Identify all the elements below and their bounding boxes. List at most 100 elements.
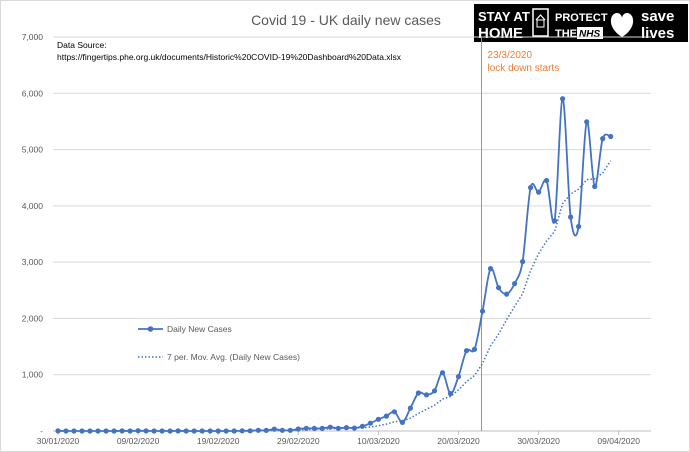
data-point (359, 423, 365, 429)
data-point (423, 392, 430, 398)
data-point (584, 119, 590, 125)
data-point (151, 428, 157, 434)
data-point (263, 427, 269, 433)
data-point (536, 189, 542, 195)
data-point (55, 428, 61, 434)
data-point (303, 425, 309, 431)
data-point (231, 428, 237, 434)
data-point (471, 346, 478, 352)
data-point (287, 427, 293, 433)
data-point (239, 428, 245, 434)
data-point (103, 428, 109, 434)
data-point (167, 428, 173, 434)
banner-save: save (641, 8, 674, 25)
data-point (447, 391, 454, 397)
x-tick-label: 19/02/2020 (197, 436, 240, 446)
data-point (295, 426, 301, 432)
x-tick-label: 30/01/2020 (37, 436, 80, 446)
source-note-label: Data Source: (57, 40, 107, 50)
legend: Daily New Cases 7 per. Mov. Avg. (Daily … (138, 324, 300, 362)
data-point (399, 419, 405, 425)
data-point (351, 425, 357, 431)
data-point (415, 390, 421, 396)
data-point (247, 428, 253, 434)
data-point (255, 427, 261, 433)
data-point (560, 96, 566, 102)
data-point (544, 177, 550, 184)
lockdown-annotation: 23/3/2020 lock down starts (481, 37, 560, 431)
x-tick-label: 10/03/2020 (357, 436, 400, 446)
house-icon (532, 8, 549, 37)
data-point (335, 425, 341, 431)
data-point (143, 428, 149, 434)
y-tick-label: 1,000 (22, 370, 44, 380)
data-point (223, 428, 229, 434)
banner-stay-at: STAY AT (478, 9, 530, 24)
data-point (504, 291, 510, 297)
data-point (431, 388, 438, 394)
data-point (528, 185, 534, 191)
data-point (311, 425, 317, 431)
data-point (600, 136, 606, 142)
nhs-badge (577, 27, 603, 39)
x-tick-label: 09/02/2020 (117, 436, 160, 446)
lockdown-text: lock down starts (488, 63, 560, 74)
data-point (375, 416, 381, 422)
data-point (552, 218, 558, 224)
data-point (135, 428, 141, 434)
data-point (215, 428, 221, 434)
data-point (199, 428, 205, 434)
y-tick-label: 6,000 (22, 88, 44, 98)
data-point (183, 428, 189, 434)
data-point (63, 428, 69, 434)
data-point (463, 348, 470, 354)
data-point (511, 281, 518, 287)
x-tick-label: 30/03/2020 (517, 436, 560, 446)
series-layer (55, 96, 614, 434)
data-point (520, 259, 526, 265)
chart-title: Covid 19 - UK daily new cases (251, 12, 441, 28)
data-point (191, 428, 197, 434)
data-point (327, 424, 333, 430)
data-point (111, 428, 117, 434)
banner-home: HOME (478, 25, 523, 42)
y-tick-label: 7,000 (22, 32, 44, 42)
data-point (407, 405, 413, 411)
y-tick-label: 5,000 (22, 145, 44, 155)
legend-daily-label: Daily New Cases (167, 324, 232, 334)
legend-avg-label: 7 per. Mov. Avg. (Daily New Cases) (167, 352, 300, 362)
data-point (439, 370, 446, 376)
source-note-url: https://fingertips.phe.org.uk/documents/… (57, 52, 402, 62)
data-point (496, 285, 502, 291)
data-point (576, 223, 582, 230)
data-point (487, 266, 494, 272)
data-point (391, 409, 397, 415)
data-point (367, 420, 373, 426)
data-point (127, 428, 133, 434)
y-tick-label: 3,000 (22, 257, 44, 267)
data-point (608, 133, 614, 140)
data-point (271, 426, 277, 432)
x-tick-label: 20/03/2020 (437, 436, 480, 446)
data-point (568, 214, 574, 220)
stay-home-banner: STAY AT HOME PROTECT THE NHS save lives (474, 4, 688, 42)
gridlines (53, 36, 651, 432)
x-tick-label: 09/04/2020 (597, 436, 640, 446)
y-tick-label: 2,000 (22, 313, 44, 323)
nhs-logo-text: NHS (579, 29, 600, 40)
legend-daily-marker (147, 326, 154, 332)
data-point (119, 428, 125, 434)
data-point (207, 428, 213, 434)
data-point (455, 374, 462, 380)
data-point (343, 425, 349, 431)
banner-lives: lives (641, 25, 674, 42)
data-point (383, 413, 389, 419)
data-point (319, 425, 325, 431)
y-tick-label: - (40, 426, 43, 436)
data-point (159, 428, 165, 434)
data-point (71, 428, 77, 434)
daily-cases-line (57, 97, 611, 432)
lockdown-date-label: 23/3/2020 (488, 50, 533, 61)
x-tick-label: 29/02/2020 (277, 436, 320, 446)
